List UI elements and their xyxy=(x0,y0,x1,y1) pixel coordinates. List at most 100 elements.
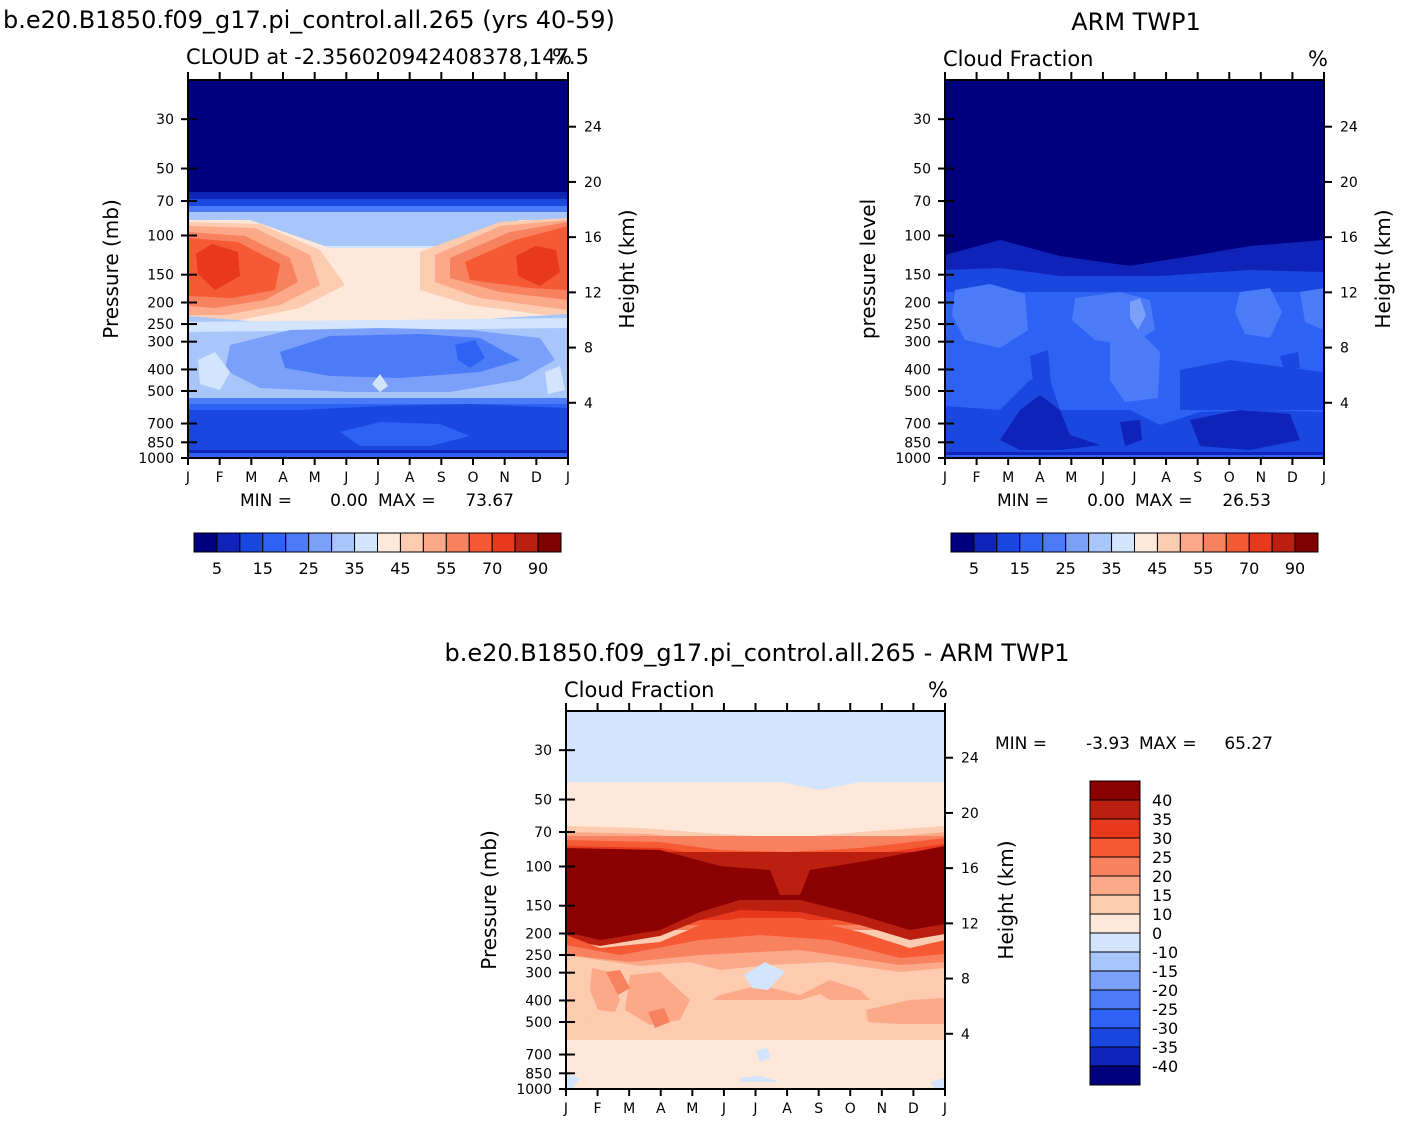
colorbar-swatch xyxy=(1089,818,1141,839)
month-tick-label: D xyxy=(531,470,542,486)
colorbar-swatch xyxy=(1089,989,1141,1010)
colorbar-label: -25 xyxy=(1152,1000,1178,1019)
panel-model-max-value: 73.67 xyxy=(465,491,514,511)
h-tick-label: 12 xyxy=(1340,285,1358,301)
p-tick-label: 1000 xyxy=(138,451,174,467)
p-tick-label: 30 xyxy=(534,743,552,759)
month-tick-label: J xyxy=(565,470,570,486)
colorbar-swatch xyxy=(1089,1027,1141,1048)
colorbar-swatch xyxy=(1019,532,1044,553)
colorbar-label: 15 xyxy=(1010,559,1030,578)
month-tick-label: J xyxy=(185,470,190,486)
month-tick-label: J xyxy=(942,1101,947,1117)
colorbar-swatch xyxy=(1089,951,1141,972)
h-tick-label: 4 xyxy=(961,1027,970,1043)
panel-model-subtitle: CLOUD at -2.356020942408378,147.5 xyxy=(186,45,589,69)
p-tick-label: 200 xyxy=(904,295,931,311)
colorbar-label: 35 xyxy=(344,559,364,578)
colorbar-label: 70 xyxy=(1239,559,1259,578)
colorbar-label: 70 xyxy=(482,559,502,578)
colorbar-swatch xyxy=(308,532,333,553)
colorbar-label: 90 xyxy=(528,559,548,578)
colorbar-label: -10 xyxy=(1152,943,1178,962)
colorbar-swatch xyxy=(1089,799,1141,820)
colorbar-swatch xyxy=(1089,894,1141,915)
month-tick-label: S xyxy=(814,1101,823,1117)
colorbar-swatch xyxy=(1042,532,1067,553)
colorbar-swatch xyxy=(1089,1046,1141,1067)
colorbar-label: 25 xyxy=(299,559,319,578)
h-tick-label: 16 xyxy=(1340,230,1358,246)
colorbar-label: -15 xyxy=(1152,962,1178,981)
month-tick-label: J xyxy=(343,470,348,486)
panel-diff-min-label: MIN = xyxy=(995,734,1047,754)
month-tick-label: J xyxy=(375,470,380,486)
panel-obs-subtitle: Cloud Fraction xyxy=(943,47,1094,71)
p-tick-label: 500 xyxy=(525,1015,552,1031)
p-tick-label: 400 xyxy=(904,362,931,378)
h-tick-label: 8 xyxy=(1340,341,1349,357)
panel-diff: b.e20.B1850.f09_g17.pi_control.all.265 -… xyxy=(444,639,1273,1117)
p-tick-label: 850 xyxy=(147,435,174,451)
panel-model-min-label: MIN = xyxy=(240,491,292,511)
month-tick-label: O xyxy=(1224,470,1235,486)
h-tick-label: 12 xyxy=(584,285,602,301)
panel-model: b.e20.B1850.f09_g17.pi_control.all.265 (… xyxy=(3,6,639,578)
month-tick-label: A xyxy=(782,1101,792,1117)
colorbar-label: 30 xyxy=(1152,829,1172,848)
p-tick-label: 50 xyxy=(534,793,552,809)
colorbar-label: 35 xyxy=(1101,559,1121,578)
panel-diff-max-label: MAX = xyxy=(1139,734,1197,754)
panel-model-field xyxy=(188,80,568,458)
p-tick-label: 100 xyxy=(904,229,931,245)
month-tick-label: F xyxy=(973,470,981,486)
colorbar-swatch xyxy=(1089,856,1141,877)
panel-diff-ylabel-right: Height (km) xyxy=(994,840,1018,959)
colorbar-label: 5 xyxy=(212,559,222,578)
colorbar-swatch xyxy=(1111,532,1135,553)
p-tick-label: 200 xyxy=(147,295,174,311)
h-tick-label: 20 xyxy=(1340,175,1358,191)
panel-model-stats: MIN = 0.00 MAX = 73.67 xyxy=(240,491,514,511)
h-tick-label: 24 xyxy=(584,120,602,136)
h-tick-label: 8 xyxy=(961,972,970,988)
colorbar-label: 35 xyxy=(1152,810,1172,829)
h-tick-label: 20 xyxy=(961,806,979,822)
p-tick-label: 100 xyxy=(525,860,552,876)
colorbar-label: -40 xyxy=(1152,1057,1178,1076)
colorbar-swatch xyxy=(1089,970,1141,991)
colorbar-swatch xyxy=(996,532,1021,553)
month-tick-label: S xyxy=(437,470,446,486)
p-tick-label: 100 xyxy=(147,229,174,245)
p-tick-label: 150 xyxy=(147,268,174,284)
h-tick-label: 24 xyxy=(1340,120,1358,136)
panel-diff-ylabel: Pressure (mb) xyxy=(477,830,501,970)
colorbar-swatch xyxy=(1202,532,1227,553)
p-tick-label: 400 xyxy=(525,993,552,1009)
p-tick-label: 150 xyxy=(525,899,552,915)
month-tick-label: A xyxy=(1161,470,1171,486)
month-tick-label: M xyxy=(309,470,321,486)
p-tick-label: 70 xyxy=(913,194,931,210)
month-tick-label: M xyxy=(623,1101,635,1117)
month-tick-label: A xyxy=(278,470,288,486)
panel-diff-max-value: 65.27 xyxy=(1224,734,1273,754)
colorbar-swatch xyxy=(377,532,401,553)
colorbar-swatch xyxy=(491,532,516,553)
colorbar-swatch xyxy=(1089,875,1141,896)
colorbar-swatch xyxy=(1248,532,1273,553)
panel-obs-ylabel: pressure level xyxy=(856,199,880,339)
month-tick-label: M xyxy=(245,470,257,486)
p-tick-label: 500 xyxy=(147,384,174,400)
panel-model-colorbar: 5 15 25 35 45 55 70 90 xyxy=(193,532,562,578)
month-tick-label: F xyxy=(594,1101,602,1117)
p-tick-label: 700 xyxy=(147,417,174,433)
p-tick-label: 300 xyxy=(525,966,552,982)
panel-obs-colorbar: 5 15 25 35 45 55 70 90 xyxy=(950,532,1319,578)
p-tick-label: 150 xyxy=(904,268,931,284)
colorbar-swatch xyxy=(1089,932,1141,953)
colorbar-swatch xyxy=(1271,532,1296,553)
